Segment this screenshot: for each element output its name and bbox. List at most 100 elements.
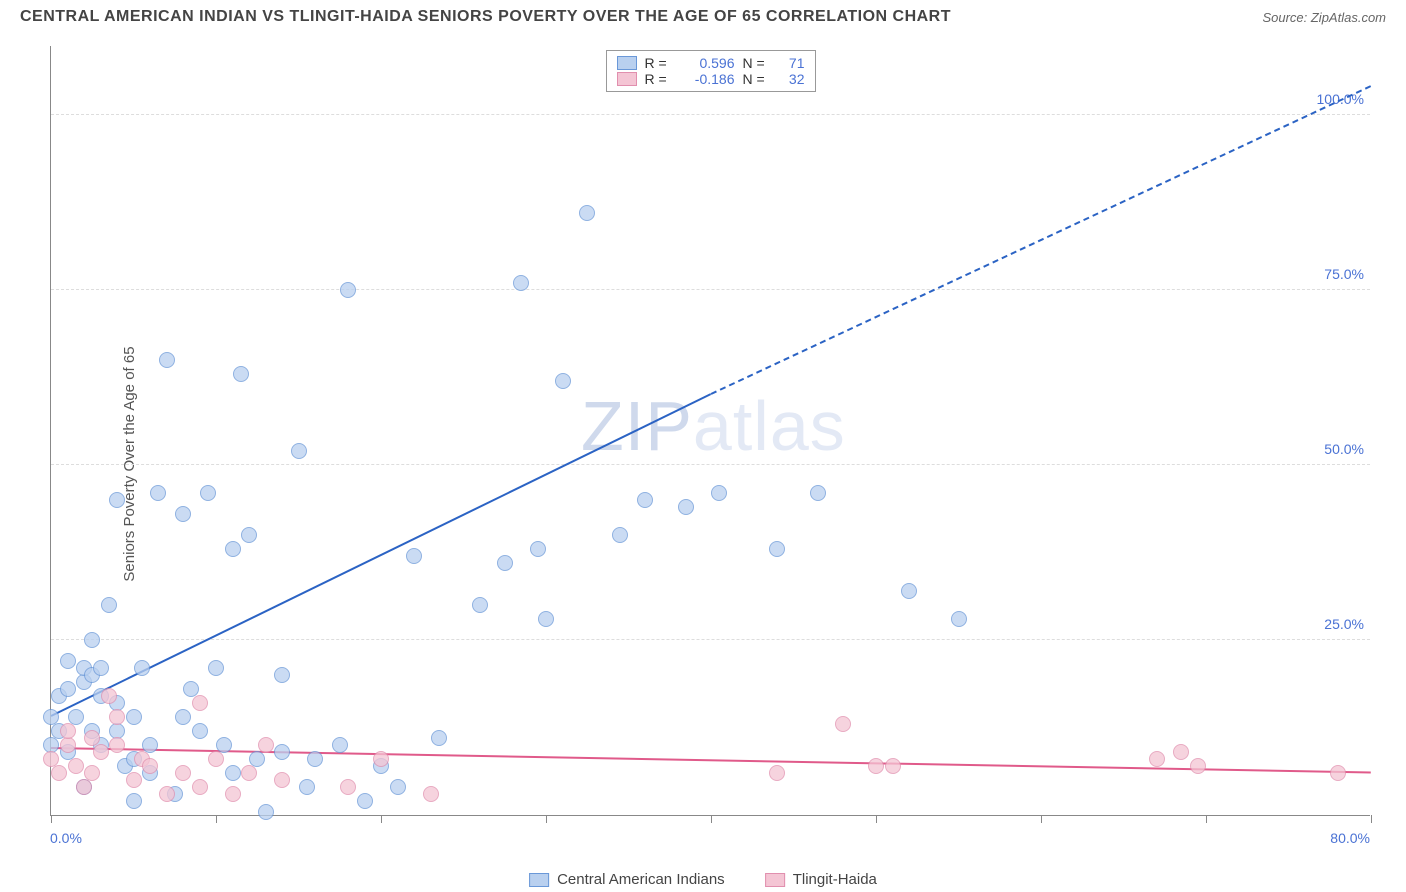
data-point [109,737,125,753]
y-tick-label: 75.0% [1324,266,1364,282]
data-point [612,527,628,543]
x-tick [216,815,217,823]
data-point [373,751,389,767]
x-tick [876,815,877,823]
data-point [579,205,595,221]
data-point [951,611,967,627]
data-point [340,779,356,795]
stats-row-b: R = -0.186 N = 32 [617,71,805,87]
x-tick-label-left: 0.0% [50,830,82,846]
data-point [241,765,257,781]
data-point [274,744,290,760]
title-bar: CENTRAL AMERICAN INDIAN VS TLINGIT-HAIDA… [0,0,1406,30]
source-label: Source: ZipAtlas.com [1262,10,1386,25]
data-point [885,758,901,774]
chart-area: Seniors Poverty Over the Age of 65 ZIPat… [0,36,1406,892]
x-tick-label-right: 80.0% [1330,830,1370,846]
data-point [126,793,142,809]
data-point [1330,765,1346,781]
r-value-b: -0.186 [679,71,735,87]
data-point [192,695,208,711]
data-point [68,758,84,774]
data-point [472,597,488,613]
data-point [101,597,117,613]
data-point [175,506,191,522]
data-point [497,555,513,571]
data-point [835,716,851,732]
data-point [200,485,216,501]
data-point [150,485,166,501]
data-point [1190,758,1206,774]
data-point [225,765,241,781]
data-point [159,786,175,802]
x-tick [381,815,382,823]
data-point [555,373,571,389]
data-point [530,541,546,557]
gridline [51,114,1370,115]
gridline [51,464,1370,465]
gridline [51,639,1370,640]
chart-title: CENTRAL AMERICAN INDIAN VS TLINGIT-HAIDA… [20,8,951,26]
data-point [357,793,373,809]
data-point [134,660,150,676]
legend-label-a: Central American Indians [557,871,725,888]
legend-item-b: Tlingit-Haida [765,871,877,888]
data-point [307,751,323,767]
data-point [60,681,76,697]
data-point [258,804,274,820]
data-point [274,772,290,788]
data-point [225,541,241,557]
data-point [274,667,290,683]
data-point [93,744,109,760]
data-point [406,548,422,564]
x-tick [711,815,712,823]
data-point [60,723,76,739]
data-point [291,443,307,459]
swatch-series-a [617,56,637,70]
watermark-atlas: atlas [693,387,846,465]
r-label-a: R = [645,55,671,71]
data-point [299,779,315,795]
data-point [84,632,100,648]
data-point [423,786,439,802]
data-point [711,485,727,501]
plot-region: ZIPatlas R = 0.596 N = 71 R = -0.186 N =… [50,46,1370,816]
data-point [109,709,125,725]
stats-legend: R = 0.596 N = 71 R = -0.186 N = 32 [606,50,816,92]
data-point [93,660,109,676]
data-point [810,485,826,501]
data-point [51,765,67,781]
data-point [332,737,348,753]
data-point [208,751,224,767]
data-point [637,492,653,508]
x-tick [1206,815,1207,823]
swatch-series-b [617,72,637,86]
legend-swatch-a [529,873,549,887]
data-point [390,779,406,795]
data-point [1173,744,1189,760]
data-point [538,611,554,627]
x-tick [546,815,547,823]
data-point [1149,751,1165,767]
data-point [76,779,92,795]
data-point [192,779,208,795]
data-point [208,660,224,676]
data-point [175,709,191,725]
data-point [109,492,125,508]
n-label-b: N = [743,71,769,87]
legend-label-b: Tlingit-Haida [793,871,877,888]
x-tick [51,815,52,823]
x-tick [1041,815,1042,823]
data-point [678,499,694,515]
n-value-b: 32 [777,71,805,87]
regression-line [711,85,1372,395]
data-point [769,541,785,557]
watermark: ZIPatlas [581,386,846,466]
y-tick-label: 25.0% [1324,616,1364,632]
gridline [51,289,1370,290]
data-point [431,730,447,746]
data-point [901,583,917,599]
y-tick-label: 50.0% [1324,441,1364,457]
data-point [84,765,100,781]
data-point [769,765,785,781]
